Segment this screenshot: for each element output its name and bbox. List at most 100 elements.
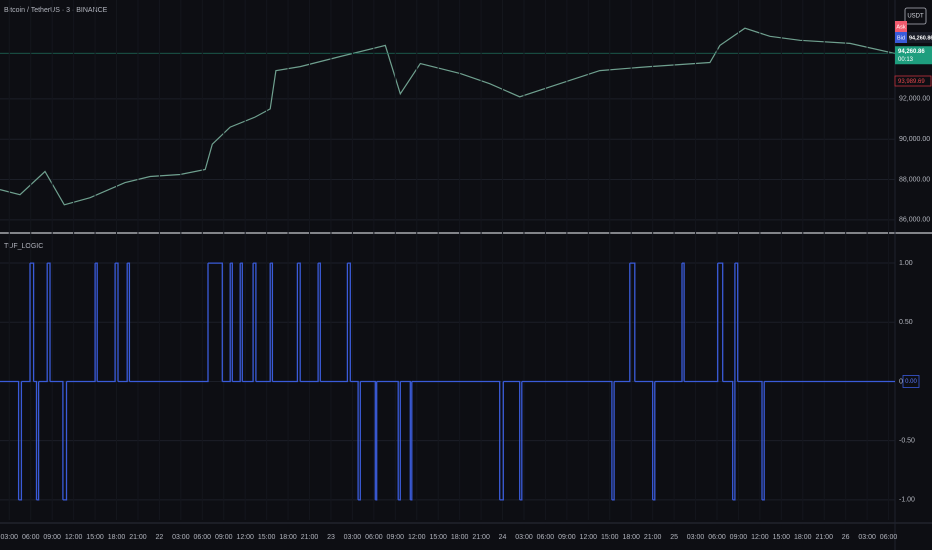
step-segment — [652, 381, 656, 501]
step-segment — [232, 263, 241, 383]
step-segment — [38, 263, 48, 383]
step-segment — [253, 262, 257, 382]
ask-tag — [895, 21, 907, 32]
step-segment — [47, 262, 51, 382]
x-tick-label: 06:00 — [880, 534, 898, 541]
prev-price: 93,989.69 — [898, 79, 925, 85]
bid-price-box — [907, 32, 932, 43]
step-segment — [737, 380, 763, 500]
x-tick-label: 15:00 — [773, 534, 791, 541]
step-segment — [722, 380, 734, 500]
countdown: 00:13 — [898, 57, 914, 63]
step-segment — [499, 381, 504, 501]
x-tick-label: 24 — [499, 534, 507, 541]
x-tick-label: 06:00 — [22, 534, 40, 541]
step-segment — [684, 263, 719, 383]
step-segment — [358, 381, 361, 501]
x-tick-label: 21:00 — [129, 534, 147, 541]
x-tick-label: 18:00 — [622, 534, 640, 541]
y-tick-label: 1.00 — [899, 260, 913, 267]
x-tick-label: 03:00 — [515, 534, 533, 541]
x-tick-label: 15:00 — [258, 534, 276, 541]
x-tick-label: 25 — [670, 534, 678, 541]
chart-title: Bitcoin / TetherUS · 3 · BINANCE — [4, 7, 108, 14]
last-price-box — [895, 46, 932, 65]
currency-box — [904, 7, 927, 25]
step-segment — [0, 380, 20, 500]
step-segment — [360, 380, 376, 500]
x-tick-label: 06:00 — [365, 534, 383, 541]
step-segment — [118, 263, 128, 383]
x-tick-label: 06:00 — [537, 534, 555, 541]
step-segment — [127, 262, 131, 382]
y-tick-label: 92,000.00 — [899, 96, 930, 103]
step-segment — [297, 262, 301, 382]
bid-label: Bid — [897, 35, 905, 41]
step-segment — [519, 381, 523, 501]
step-segment — [270, 262, 274, 382]
step-segment — [129, 263, 209, 383]
x-tick-label: 18:00 — [108, 534, 126, 541]
x-tick-label: 18:00 — [279, 534, 297, 541]
step-segment — [411, 380, 501, 500]
ask-label: Ask — [896, 24, 905, 30]
step-segment — [734, 262, 739, 382]
step-segment — [410, 381, 413, 501]
step-segment — [629, 262, 636, 382]
current-value-box — [902, 375, 920, 388]
x-tick-label: 09:00 — [43, 534, 61, 541]
step-segment — [682, 262, 685, 382]
step-segment — [654, 263, 683, 383]
step-segment — [398, 381, 401, 501]
x-tick-label: 06:00 — [194, 534, 212, 541]
x-tick-label: 18:00 — [794, 534, 812, 541]
x-tick-label: 09:00 — [730, 534, 748, 541]
last-price-label: 94,260.86 — [898, 49, 925, 55]
y-tick-label: -1.00 — [899, 497, 915, 504]
step-segment — [634, 380, 654, 500]
bid-price: 94,260.86 — [909, 35, 932, 41]
step-segment — [614, 263, 631, 383]
x-tick-label: 09:00 — [558, 534, 576, 541]
step-segment — [717, 262, 724, 382]
indicator-title: TUF_LOGIC — [4, 243, 43, 250]
step-segment — [503, 380, 521, 500]
x-tick-label: 23 — [327, 534, 335, 541]
currency-label: USDT — [907, 14, 924, 20]
x-tick-label: 03:00 — [1, 534, 19, 541]
step-segment — [272, 263, 299, 383]
step-segment — [255, 263, 271, 383]
x-tick-label: 09:00 — [387, 534, 405, 541]
x-tick-label: 21:00 — [815, 534, 833, 541]
step-segment — [115, 262, 119, 382]
step-segment — [300, 263, 319, 383]
price-line — [0, 27, 896, 206]
step-segment — [240, 262, 243, 382]
step-segment — [30, 262, 35, 382]
bid-tag — [895, 32, 907, 43]
x-tick-label: 15:00 — [86, 534, 104, 541]
x-tick-label: 26 — [842, 534, 850, 541]
step-segment — [375, 381, 378, 501]
x-tick-label: 12:00 — [236, 534, 254, 541]
step-segment — [521, 380, 613, 500]
current-value-label: 0.00 — [905, 379, 917, 385]
step-segment — [66, 263, 96, 383]
x-tick-label: 18:00 — [451, 534, 469, 541]
step-segment — [320, 263, 349, 383]
step-segment — [762, 381, 765, 501]
y-tick-label: -0.50 — [899, 438, 915, 445]
x-tick-label: 21:00 — [644, 534, 662, 541]
step-segment — [18, 381, 23, 501]
x-tick-label: 03:00 — [172, 534, 190, 541]
x-tick-label: 21:00 — [301, 534, 319, 541]
step-segment — [400, 380, 411, 500]
step-segment — [318, 262, 321, 382]
x-tick-label: 12:00 — [408, 534, 426, 541]
step-segment — [50, 380, 64, 500]
step-segment — [242, 263, 254, 383]
y-tick-label: 86,000.00 — [899, 217, 930, 224]
step-segment — [33, 380, 38, 500]
